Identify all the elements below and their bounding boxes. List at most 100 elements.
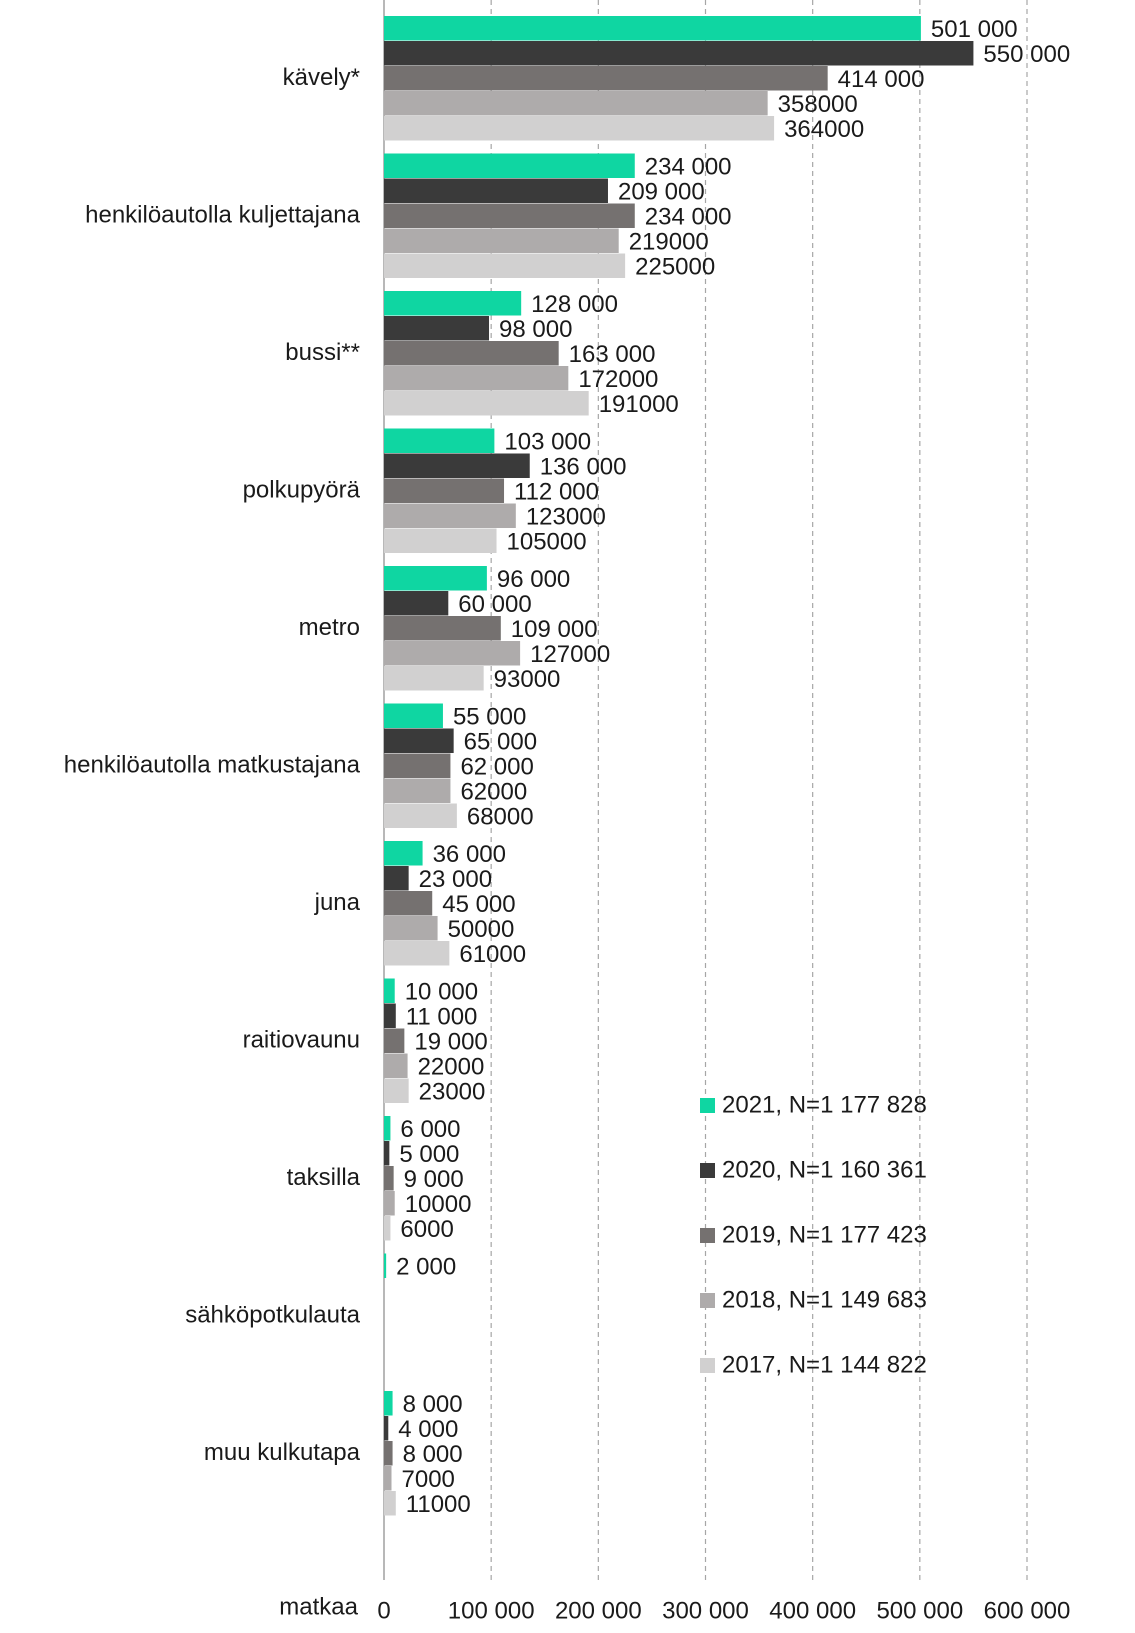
data-label: 68000 [467, 803, 534, 830]
data-label: 172000 [578, 366, 658, 393]
data-label: 98 000 [499, 316, 572, 343]
bar [384, 566, 487, 591]
data-label: 103 000 [504, 428, 591, 455]
bar [384, 178, 608, 203]
bar [384, 753, 451, 778]
data-label: 6000 [400, 1216, 453, 1243]
bar [384, 841, 423, 866]
bar [384, 1491, 396, 1516]
x-tick-label: 100 000 [448, 1597, 535, 1624]
legend-swatch [700, 1358, 715, 1373]
bar [384, 616, 501, 641]
bar [384, 291, 522, 316]
bar [384, 1078, 409, 1103]
x-tick-label: 200 000 [555, 1597, 642, 1624]
x-tick-label: 400 000 [769, 1597, 856, 1624]
data-label: 2 000 [396, 1253, 456, 1280]
bar [384, 666, 484, 691]
bar [384, 91, 768, 116]
bar [384, 153, 635, 178]
category-label: muu kulkutapa [204, 1439, 361, 1466]
bar [384, 116, 775, 141]
data-label: 11000 [406, 1491, 471, 1518]
data-label: 105000 [507, 528, 587, 555]
legend-swatch [700, 1293, 715, 1308]
data-label: 136 000 [540, 453, 627, 480]
bar [384, 16, 921, 41]
data-label: 358000 [778, 91, 858, 118]
category-label: henkilöautolla kuljettajana [85, 201, 361, 228]
category-label: raitiovaunu [243, 1026, 360, 1053]
data-label: 45 000 [442, 891, 515, 918]
bar [384, 728, 454, 753]
bar [384, 703, 443, 728]
category-label: metro [299, 614, 360, 641]
legend-label: 2018, N=1 149 683 [722, 1286, 927, 1313]
bar [384, 1053, 408, 1078]
bar [384, 341, 559, 366]
data-label: 163 000 [569, 341, 656, 368]
data-label: 127000 [530, 641, 610, 668]
bar [384, 478, 505, 503]
category-label: taksilla [287, 1164, 361, 1191]
legend-swatch [700, 1163, 715, 1178]
data-label: 62 000 [460, 753, 533, 780]
x-axis-label: matkaa [279, 1593, 358, 1620]
bar [384, 866, 409, 891]
bar [384, 1216, 391, 1241]
data-label: 364000 [784, 116, 864, 143]
category-label: bussi** [285, 339, 360, 366]
bar [384, 391, 589, 416]
bar [384, 641, 521, 666]
data-label: 55 000 [453, 703, 526, 730]
bar [384, 1416, 389, 1441]
bar [384, 978, 395, 1003]
x-tick-label: 500 000 [876, 1597, 963, 1624]
data-label: 23 000 [419, 866, 492, 893]
bar [384, 453, 530, 478]
legend-swatch [700, 1098, 715, 1113]
data-label: 219000 [629, 228, 709, 255]
bar [384, 778, 451, 803]
category-label: juna [314, 889, 361, 916]
bar [384, 1166, 394, 1191]
data-label: 11 000 [406, 1003, 478, 1030]
data-label: 65 000 [464, 728, 537, 755]
data-label: 234 000 [645, 203, 732, 230]
bar [384, 1116, 391, 1141]
data-label: 4 000 [398, 1416, 458, 1443]
data-label: 6 000 [400, 1116, 460, 1143]
x-tick-label: 300 000 [662, 1597, 749, 1624]
data-label: 550 000 [983, 41, 1070, 68]
legend-label: 2020, N=1 160 361 [722, 1156, 927, 1183]
data-label: 9 000 [404, 1166, 464, 1193]
bar [384, 941, 450, 966]
bar [384, 1441, 393, 1466]
data-label: 109 000 [511, 616, 598, 643]
data-label: 112 000 [514, 478, 599, 505]
data-label: 10 000 [405, 978, 478, 1005]
bar [384, 428, 495, 453]
category-label: sähköpotkulauta [185, 1301, 360, 1328]
category-label: polkupyörä [243, 476, 361, 503]
data-label: 50000 [448, 916, 515, 943]
data-label: 22000 [418, 1053, 485, 1080]
data-label: 19 000 [414, 1028, 487, 1055]
bar [384, 803, 457, 828]
data-label: 191000 [599, 391, 679, 418]
legend-label: 2017, N=1 144 822 [722, 1351, 927, 1378]
bar [384, 591, 449, 616]
bar [384, 228, 619, 253]
data-label: 414 000 [838, 66, 925, 93]
x-tick-label: 0 [377, 1597, 390, 1624]
bar [384, 1028, 405, 1053]
data-label: 36 000 [433, 841, 506, 868]
data-label: 501 000 [931, 16, 1018, 43]
bar [384, 316, 490, 341]
bar [384, 66, 828, 91]
bar [384, 1466, 392, 1491]
data-label: 10000 [405, 1191, 472, 1218]
data-label: 8 000 [403, 1441, 463, 1468]
bar [384, 366, 569, 391]
